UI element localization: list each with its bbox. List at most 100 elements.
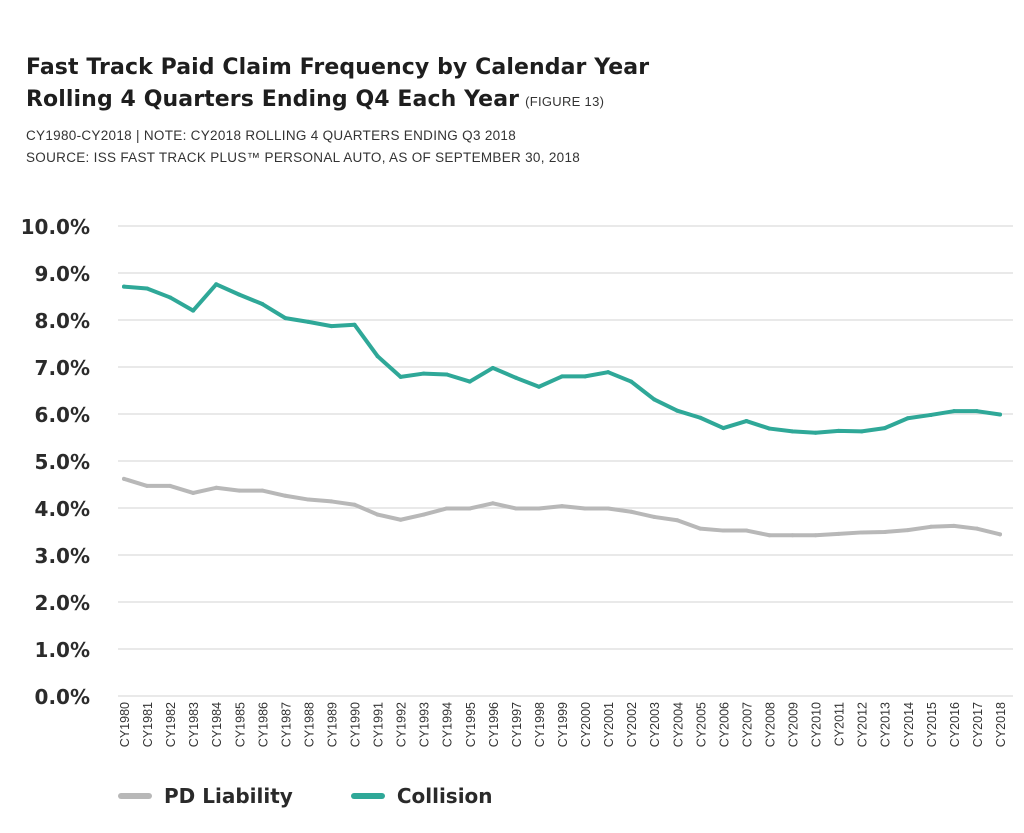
data-point-pd [168,483,173,488]
data-point-collision [168,295,173,300]
data-point-collision [928,412,933,417]
y-tick-label: 1.0% [35,638,90,662]
data-point-collision [951,409,956,414]
data-point-collision [974,409,979,414]
data-point-pd [283,493,288,498]
legend-swatch-pd-liability [118,793,152,799]
data-point-pd [467,506,472,511]
data-point-pd [974,526,979,531]
x-tick-label: CY2008 [763,702,777,747]
y-tick-label: 0.0% [35,685,90,709]
title-line-2: Rolling 4 Quarters Ending Q4 Each Year (F… [26,84,649,118]
data-point-pd [398,517,403,522]
data-point-collision [882,426,887,431]
x-tick-label: CY2005 [694,702,708,747]
data-point-collision [536,384,541,389]
x-tick-label: CY2001 [602,702,616,747]
y-tick-label: 2.0% [35,591,90,615]
data-point-collision [490,365,495,370]
x-tick-label: CY2007 [740,702,754,747]
x-tick-label: CY1993 [418,702,432,747]
data-point-pd [490,501,495,506]
data-point-collision [813,430,818,435]
x-tick-label: CY1983 [187,702,201,747]
data-point-pd [122,476,126,481]
y-tick-label: 9.0% [35,262,90,286]
x-tick-label: CY2012 [856,702,870,747]
x-tick-label: CY1991 [372,702,386,747]
x-tick-label: CY2002 [625,702,639,747]
x-tick-label: CY1986 [256,702,270,747]
x-tick-label: CY2006 [717,702,731,747]
data-point-collision [606,370,611,375]
chart-subtitle: CY1980-CY2018 | NOTE: CY2018 ROLLING 4 Q… [26,125,580,169]
x-tick-label: CY2017 [971,702,985,747]
y-tick-label: 10.0% [21,215,90,239]
x-tick-label: CY1982 [164,702,178,747]
legend: PD Liability Collision [118,784,551,808]
data-point-pd [998,532,1002,537]
data-point-pd [536,506,541,511]
x-tick-label: CY1985 [233,702,247,747]
x-tick-label: CY1994 [441,702,455,747]
data-point-collision [652,397,657,402]
data-point-collision [836,428,841,433]
data-point-collision [329,324,334,329]
gridlines [118,225,1013,697]
data-point-pd [214,485,219,490]
x-tick-label: CY2015 [925,702,939,747]
data-point-pd [629,509,634,514]
y-tick-label: 8.0% [35,309,90,333]
x-tick-label: CY1984 [210,702,224,747]
data-point-collision [306,319,311,324]
legend-item-pd-liability[interactable]: PD Liability [118,784,293,808]
subtitle-line-2: SOURCE: ISS FAST TRACK PLUS™ PERSONAL AU… [26,150,581,165]
chart-title: Fast Track Paid Claim Frequency by Calen… [26,52,649,118]
data-point-collision [375,354,380,359]
data-point-pd [421,512,426,517]
x-tick-label: CY2016 [948,702,962,747]
data-point-pd [329,499,334,504]
data-point-pd [444,506,449,511]
data-point-pd [905,528,910,533]
legend-label-pd-liability: PD Liability [164,784,293,808]
data-point-collision [560,374,564,379]
x-tick-label: CY2010 [810,702,824,747]
figure-label: (FIGURE 13) [525,94,605,109]
data-point-collision [444,372,449,377]
title-line-2-text: Rolling 4 Quarters Ending Q4 Each Year [26,87,520,112]
data-point-pd [813,533,818,538]
y-axis-tick-labels: 0.0% 1.0% 2.0% 3.0% 4.0% 5.0% 6.0% 7.0% 8.0% 9.0%… [21,215,90,709]
x-tick-label: CY2000 [579,702,593,747]
x-tick-label: CY1996 [487,702,501,747]
series-lines [122,282,1002,538]
data-point-collision [905,416,910,421]
data-point-collision [260,302,265,307]
data-point-pd [882,529,887,534]
x-tick-label: CY2018 [994,702,1008,747]
x-tick-label: CY2003 [648,702,662,747]
data-point-pd [513,506,518,511]
data-point-pd [583,506,588,511]
data-point-pd [928,524,933,529]
y-tick-label: 3.0% [35,544,90,568]
data-point-collision [283,316,288,321]
data-point-pd [606,506,611,511]
data-point-pd [951,523,956,528]
x-tick-label: CY1998 [533,702,547,747]
data-points [122,282,1002,538]
data-point-pd [352,502,357,507]
x-tick-label: CY1997 [510,702,524,747]
y-tick-label: 4.0% [35,497,90,521]
legend-item-collision[interactable]: Collision [350,784,493,808]
data-point-collision [513,375,518,380]
data-point-pd [698,526,703,531]
data-point-pd [859,530,864,535]
series-line-collision [122,282,1002,435]
data-point-collision [629,379,634,384]
data-point-collision [675,408,680,413]
data-point-collision [744,419,749,424]
data-point-collision [583,374,588,379]
data-point-collision [191,308,196,313]
